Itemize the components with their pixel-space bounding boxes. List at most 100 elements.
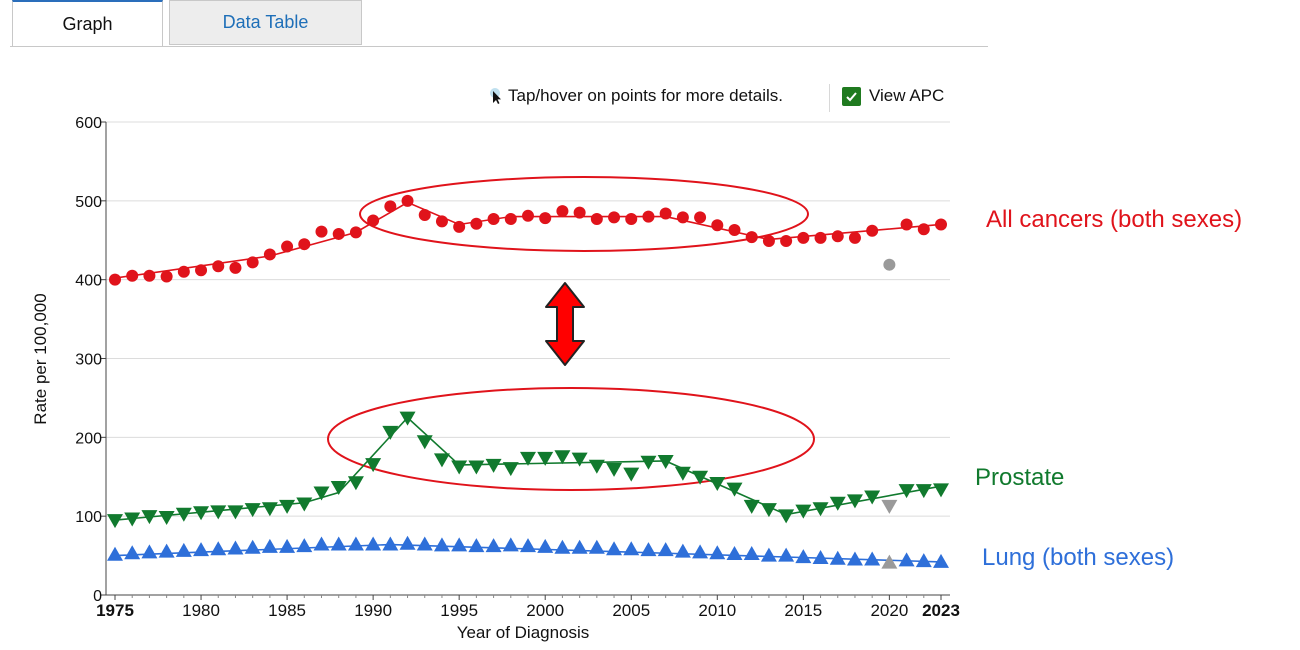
label-prostate: Prostate	[975, 464, 1065, 491]
label-all-cancers: All cancers (both sexes)	[986, 206, 1243, 233]
data-point-1-1984	[261, 502, 278, 517]
data-point-1-1992	[399, 411, 416, 426]
data-point-1-2021	[898, 484, 915, 499]
data-point-0-1990	[367, 214, 380, 227]
tab-graph[interactable]: Graph	[12, 0, 163, 46]
data-point-0-1984	[263, 248, 276, 261]
data-point-1-2015	[795, 504, 812, 519]
data-point-0-2012	[745, 231, 758, 244]
data-point-2-2021	[898, 552, 915, 567]
data-point-1-1980	[193, 506, 210, 521]
data-point-0-2007	[659, 207, 672, 220]
data-point-1-2023	[933, 483, 949, 498]
data-point-0-1978	[160, 270, 173, 283]
data-point-0-2010	[711, 219, 724, 232]
data-point-2-2013	[760, 547, 777, 562]
data-point-0-1989	[349, 226, 362, 239]
data-point-0-1975	[109, 273, 121, 286]
y-tick-label-500: 500	[75, 194, 102, 211]
data-point-0-2009	[694, 211, 707, 224]
data-point-0-2006	[642, 210, 655, 223]
toolbar-divider	[829, 84, 830, 112]
data-point-0-1982	[229, 261, 242, 274]
data-point-0-1983	[246, 256, 259, 269]
data-point-0-1994	[435, 215, 448, 228]
data-point-2-2004	[606, 541, 623, 556]
data-point-2-1984	[261, 538, 278, 553]
data-point-1-2008	[674, 466, 691, 481]
data-point-2-1990	[365, 536, 382, 551]
y-tick-label-400: 400	[75, 273, 102, 290]
data-point-0-2013	[762, 235, 775, 248]
x-axis-label: Year of Diagnosis	[457, 623, 590, 642]
data-point-2-2017	[829, 550, 846, 565]
hover-hint-text: Tap/hover on points for more details.	[508, 86, 783, 105]
apc-checkbox[interactable]	[842, 86, 861, 106]
data-point-2-1993	[416, 536, 433, 551]
data-point-0-2004	[608, 211, 621, 224]
view-apc-toggle[interactable]: View APC	[842, 86, 944, 106]
data-point-0-1986	[298, 238, 311, 251]
chart-axes: 0 100 200 300 400 500 600 1975 1980 1985 1990 1995 2…	[75, 115, 960, 620]
data-point-0-1992	[401, 194, 414, 207]
cursor-pointer-icon	[488, 87, 502, 105]
data-point-2-1979	[175, 542, 192, 557]
data-point-1-2001	[554, 450, 571, 465]
double-arrow-icon	[545, 282, 585, 366]
data-point-0-2008	[676, 211, 689, 224]
data-point-0-1979	[177, 265, 190, 278]
data-point-2-1998	[502, 537, 519, 552]
data-point-0-2011	[728, 224, 741, 237]
data-point-2-1987	[313, 536, 330, 551]
data-point-1-2003	[588, 459, 605, 474]
data-point-0-1997	[487, 212, 500, 225]
data-point-0-2000	[539, 212, 552, 225]
highlight-ellipse-all-cancers	[359, 176, 809, 252]
data-point-2-1976	[124, 545, 141, 560]
data-point-2-1977	[141, 544, 158, 559]
data-point-2-2009	[692, 544, 709, 559]
data-point-1-2005	[623, 467, 640, 482]
data-point-2-2015	[795, 549, 812, 564]
x-tick-label-2005: 2005	[612, 601, 650, 620]
data-point-1-2002	[571, 452, 588, 467]
data-point-3-2020	[881, 499, 898, 514]
data-point-1-2007	[657, 454, 674, 469]
data-point-2-1997	[485, 538, 502, 553]
data-point-1-2000	[537, 451, 554, 466]
data-point-2-1999	[520, 538, 536, 553]
data-point-2-1985	[279, 538, 296, 553]
data-point-1-2018	[846, 494, 863, 509]
chart-annotations	[327, 176, 815, 491]
data-point-2-2022	[915, 553, 932, 568]
data-point-1-1998	[502, 462, 519, 477]
data-point-1-2009	[692, 470, 709, 485]
data-point-1-2019	[864, 490, 881, 505]
hover-hint: Tap/hover on points for more details.	[488, 86, 783, 106]
tab-data-table[interactable]: Data Table	[169, 0, 362, 45]
data-point-1-1987	[313, 486, 330, 501]
data-point-1-2010	[709, 477, 726, 492]
data-point-2-1981	[210, 541, 227, 556]
data-point-0-1995	[453, 220, 466, 233]
data-point-2-2023	[933, 553, 949, 568]
data-point-0-2005	[625, 212, 638, 225]
data-point-1-1994	[433, 453, 450, 468]
data-point-1-1976	[124, 512, 141, 527]
y-tick-label-0: 0	[93, 588, 102, 605]
data-point-0-1977	[143, 269, 156, 282]
data-point-1-2022	[915, 484, 932, 499]
x-tick-label-2020: 2020	[870, 601, 908, 620]
data-point-1-1995	[451, 460, 468, 475]
data-point-0-1998	[504, 212, 517, 225]
data-point-1-1986	[296, 497, 313, 512]
data-point-0-2017	[831, 230, 844, 243]
data-point-1-2017	[829, 496, 846, 511]
y-tick-label-600: 600	[75, 115, 102, 132]
data-point-0-1999	[522, 209, 534, 222]
data-point-2-2006	[640, 542, 657, 557]
data-point-0-2015	[797, 231, 810, 244]
data-point-2-1989	[347, 536, 364, 551]
data-point-0-1987	[315, 225, 328, 238]
data-point-2-2008	[674, 543, 691, 558]
